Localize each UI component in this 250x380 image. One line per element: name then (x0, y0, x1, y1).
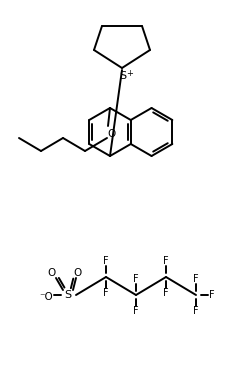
Text: F: F (193, 274, 199, 284)
Text: O: O (74, 268, 82, 278)
Text: F: F (163, 288, 169, 298)
Text: S: S (64, 290, 71, 300)
Text: O: O (48, 268, 56, 278)
Text: F: F (133, 306, 139, 316)
Text: S: S (120, 71, 126, 81)
Text: ⁻O: ⁻O (39, 292, 53, 302)
Text: F: F (133, 274, 139, 284)
Text: F: F (103, 288, 109, 298)
Text: +: + (126, 68, 134, 78)
Text: F: F (209, 290, 215, 300)
Text: F: F (163, 256, 169, 266)
Text: F: F (193, 306, 199, 316)
Text: O: O (107, 129, 115, 139)
Text: F: F (103, 256, 109, 266)
